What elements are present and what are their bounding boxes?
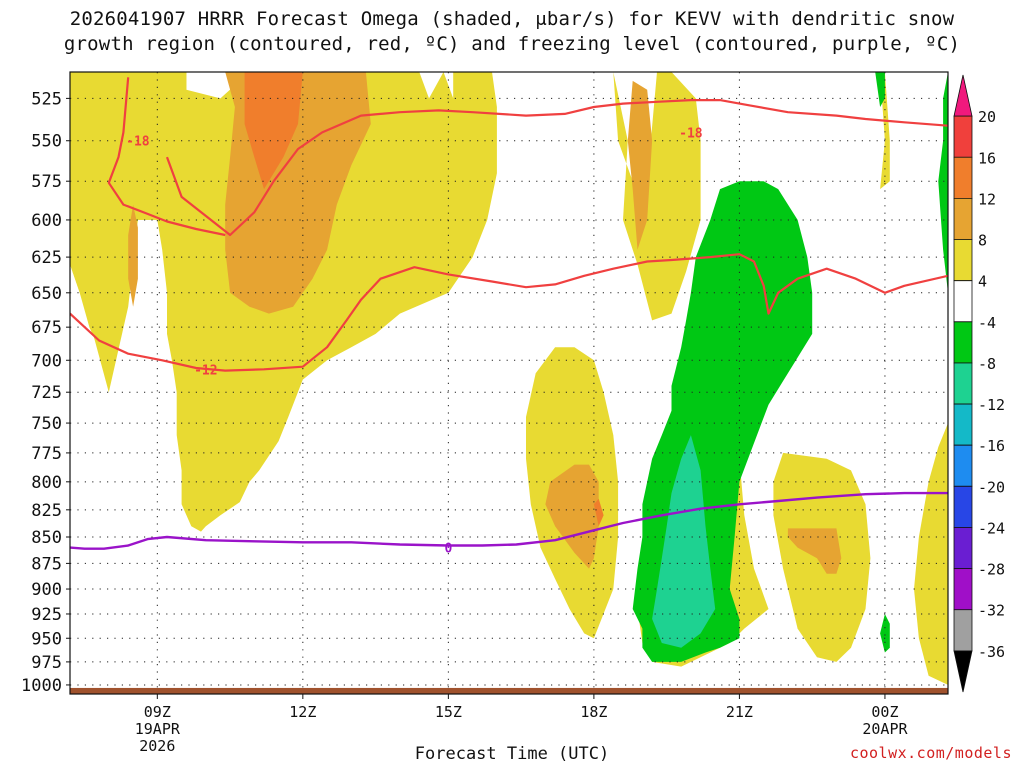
y-tick-700: 700 <box>31 351 62 371</box>
colorbar-bin-3 <box>953 198 973 240</box>
omega-region-8 <box>128 204 138 307</box>
credit-link[interactable]: coolwx.com/models <box>849 744 1012 762</box>
freezing-level-contour <box>70 491 948 550</box>
colorbar-bin-4 <box>953 239 973 282</box>
colorbar-bin-14 <box>953 650 973 693</box>
omega-region-1 <box>70 72 187 393</box>
omega-region-11 <box>787 528 842 574</box>
omega-region-15 <box>875 72 885 107</box>
colorbar-label-11: -28 <box>978 561 1005 579</box>
omega-region-5 <box>914 423 948 685</box>
y-tick-775: 775 <box>31 444 62 464</box>
x-tick-00Z: 00Z <box>871 703 898 721</box>
y-tick-925: 925 <box>31 605 62 625</box>
omega-region-10 <box>545 464 599 569</box>
colorbar-label-0: 20 <box>978 108 996 126</box>
colorbar-bin-5 <box>953 280 973 323</box>
x-tick-year-09Z: 2026 <box>139 737 175 755</box>
terrain-surface <box>70 687 948 694</box>
dendritic-contour-2 <box>107 77 226 237</box>
y-tick-875: 875 <box>31 554 62 574</box>
dendritic-contour-1-label: -12 <box>194 363 217 378</box>
y-tick-600: 600 <box>31 211 62 231</box>
colorbar-label-5: -4 <box>978 314 996 332</box>
y-tick-950: 950 <box>31 629 62 649</box>
x-tick-date-09Z: 19APR <box>135 720 181 738</box>
y-tick-675: 675 <box>31 318 62 338</box>
y-tick-650: 650 <box>31 284 62 304</box>
x-tick-12Z: 12Z <box>289 703 316 721</box>
y-tick-975: 975 <box>31 653 62 673</box>
colorbar-bin-1 <box>953 115 973 158</box>
colorbar-label-7: -12 <box>978 396 1005 414</box>
colorbar-label-6: -8 <box>978 355 996 373</box>
colorbar-bin-7 <box>953 362 973 405</box>
dendritic-contour-1 <box>70 253 948 372</box>
y-tick-800: 800 <box>31 473 62 493</box>
colorbar-label-3: 8 <box>978 232 987 250</box>
y-tick-625: 625 <box>31 248 62 268</box>
dendritic-contour-2-label: -18 <box>126 135 150 150</box>
colorbar-label-1: 16 <box>978 149 996 167</box>
omega-region-12 <box>244 72 303 190</box>
x-tick-09Z: 09Z <box>144 703 171 721</box>
colorbar-bin-13 <box>953 609 973 652</box>
colorbar-bin-9 <box>953 444 973 487</box>
freezing-level-contour-label: 0 <box>444 542 452 557</box>
colorbar-bin-11 <box>953 527 973 569</box>
y-tick-525: 525 <box>31 89 62 109</box>
y-tick-550: 550 <box>31 132 62 152</box>
x-tick-15Z: 15Z <box>435 703 462 721</box>
y-tick-850: 850 <box>31 528 62 548</box>
y-tick-725: 725 <box>31 383 62 403</box>
colorbar-label-4: 4 <box>978 273 987 291</box>
colorbar-bin-8 <box>953 403 973 446</box>
colorbar-bin-0 <box>953 74 973 117</box>
omega-region-18 <box>652 435 716 648</box>
colorbar-bin-2 <box>953 156 973 199</box>
omega-region-9 <box>627 80 653 250</box>
colorbar-label-13: -36 <box>978 643 1005 661</box>
y-tick-575: 575 <box>31 172 62 192</box>
chart-title-line-2: growth region (contoured, red, ºC) and f… <box>63 33 961 55</box>
x-tick-18Z: 18Z <box>580 703 607 721</box>
colorbar-label-9: -20 <box>978 478 1005 496</box>
omega-region-17 <box>880 614 890 653</box>
y-tick-900: 900 <box>31 580 62 600</box>
y-tick-750: 750 <box>31 414 62 434</box>
dendritic-contour-0 <box>165 99 948 237</box>
colorbar-bin-12 <box>953 568 973 611</box>
colorbar-label-2: 12 <box>978 190 996 208</box>
omega-region-16 <box>938 72 948 293</box>
chart-title-line-1: 2026041907 HRRR Forecast Omega (shaded, … <box>69 8 955 30</box>
plot-frame <box>69 71 949 695</box>
omega-region-13 <box>593 498 604 527</box>
dendritic-contour-0-label: -18 <box>679 126 703 141</box>
x-axis-label: Forecast Time (UTC) <box>414 744 610 764</box>
y-tick-1000: 1000 <box>21 676 62 696</box>
colorbar-label-8: -16 <box>978 437 1005 455</box>
x-tick-21Z: 21Z <box>726 703 753 721</box>
colorbar-bin-6 <box>953 321 973 364</box>
colorbar-label-10: -24 <box>978 519 1005 537</box>
colorbar-label-12: -32 <box>978 602 1005 620</box>
y-tick-825: 825 <box>31 501 62 521</box>
x-tick-date-00Z: 20APR <box>862 720 908 738</box>
colorbar-bin-10 <box>953 485 973 528</box>
